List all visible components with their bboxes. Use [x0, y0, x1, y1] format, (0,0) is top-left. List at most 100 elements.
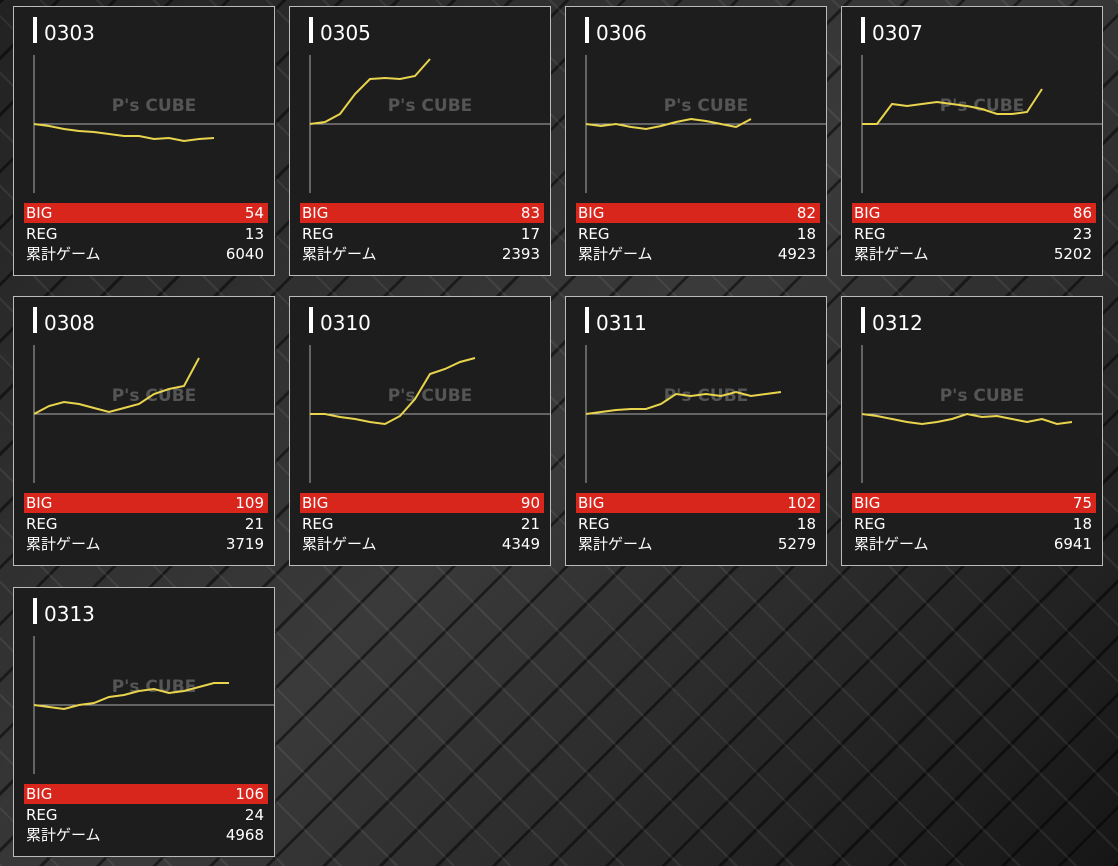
- reg-label: REG: [302, 225, 334, 243]
- reg-row: REG 18: [576, 224, 820, 244]
- graph: P's CUBE: [585, 345, 826, 483]
- graph: P's CUBE: [309, 345, 550, 483]
- watermark: P's CUBE: [112, 386, 197, 406]
- machine-id: 0307: [872, 21, 923, 45]
- graph: P's CUBE: [585, 55, 826, 193]
- machine-card: 0308 P's CUBE BIG 109 REG 21 累計ゲーム 3719: [13, 296, 275, 566]
- data-line: [309, 58, 431, 125]
- reg-value: 18: [796, 515, 816, 533]
- reg-value: 17: [520, 225, 540, 243]
- big-row: BIG 86: [852, 203, 1096, 223]
- title-bar: [309, 307, 313, 333]
- machine-card: 0303 P's CUBE BIG 54 REG 13 累計ゲーム 6040: [13, 6, 275, 276]
- title-bar: [585, 17, 589, 43]
- big-label: BIG: [578, 494, 605, 512]
- big-label: BIG: [854, 494, 881, 512]
- graph: P's CUBE: [33, 55, 274, 193]
- reg-label: REG: [26, 225, 58, 243]
- big-row: BIG 106: [24, 784, 268, 804]
- title-bar: [33, 17, 37, 43]
- games-value: 4968: [225, 826, 264, 844]
- big-label: BIG: [578, 204, 605, 222]
- watermark: P's CUBE: [940, 386, 1025, 406]
- big-value: 90: [520, 494, 540, 512]
- games-row: 累計ゲーム 5202: [852, 244, 1096, 264]
- graph: P's CUBE: [33, 636, 274, 774]
- big-value: 86: [1072, 204, 1092, 222]
- watermark: P's CUBE: [388, 96, 473, 116]
- games-row: 累計ゲーム 3719: [24, 534, 268, 554]
- games-row: 累計ゲーム 5279: [576, 534, 820, 554]
- big-value: 54: [244, 204, 264, 222]
- title-bar: [33, 598, 37, 624]
- reg-row: REG 21: [24, 514, 268, 534]
- games-label: 累計ゲーム: [26, 245, 101, 263]
- data-line: [310, 357, 476, 426]
- data-line: [585, 117, 752, 131]
- graph: P's CUBE: [33, 345, 274, 483]
- games-label: 累計ゲーム: [302, 535, 377, 553]
- reg-row: REG 24: [24, 805, 268, 825]
- reg-value: 21: [520, 515, 540, 533]
- games-label: 累計ゲーム: [854, 535, 929, 553]
- watermark: P's CUBE: [940, 96, 1025, 116]
- watermark: P's CUBE: [388, 386, 473, 406]
- data-line: [862, 88, 1043, 125]
- reg-value: 24: [244, 806, 264, 824]
- games-row: 累計ゲーム 4923: [576, 244, 820, 264]
- big-label: BIG: [26, 494, 53, 512]
- big-value: 102: [787, 494, 816, 512]
- watermark: P's CUBE: [664, 96, 749, 116]
- big-row: BIG 90: [300, 493, 544, 513]
- reg-row: REG 18: [852, 514, 1096, 534]
- games-row: 累計ゲーム 6040: [24, 244, 268, 264]
- reg-label: REG: [578, 515, 610, 533]
- big-row: BIG 83: [300, 203, 544, 223]
- reg-label: REG: [26, 806, 58, 824]
- big-value: 83: [520, 204, 540, 222]
- graph: P's CUBE: [309, 55, 550, 193]
- big-label: BIG: [854, 204, 881, 222]
- games-value: 3719: [225, 535, 264, 553]
- reg-label: REG: [302, 515, 334, 533]
- machine-id: 0311: [596, 311, 647, 335]
- games-label: 累計ゲーム: [578, 245, 653, 263]
- reg-label: REG: [578, 225, 610, 243]
- machine-card: 0312 P's CUBE BIG 75 REG 18 累計ゲーム 6941: [841, 296, 1103, 566]
- reg-label: REG: [854, 515, 886, 533]
- machine-id: 0305: [320, 21, 371, 45]
- big-row: BIG 82: [576, 203, 820, 223]
- data-line: [33, 682, 229, 711]
- games-row: 累計ゲーム 6941: [852, 534, 1096, 554]
- big-value: 106: [235, 785, 264, 803]
- reg-row: REG 18: [576, 514, 820, 534]
- machine-card: 0313 P's CUBE BIG 106 REG 24 累計ゲーム 4968: [13, 587, 275, 857]
- games-value: 2393: [501, 245, 540, 263]
- big-label: BIG: [302, 494, 329, 512]
- games-value: 6040: [225, 245, 264, 263]
- games-value: 5279: [777, 535, 816, 553]
- graph: P's CUBE: [861, 55, 1102, 193]
- machine-card: 0306 P's CUBE BIG 82 REG 18 累計ゲーム 4923: [565, 6, 827, 276]
- machine-id: 0303: [44, 21, 95, 45]
- big-value: 82: [796, 204, 816, 222]
- machine-card: 0311 P's CUBE BIG 102 REG 18 累計ゲーム 5279: [565, 296, 827, 566]
- games-value: 4923: [777, 245, 816, 263]
- reg-row: REG 23: [852, 224, 1096, 244]
- big-row: BIG 54: [24, 203, 268, 223]
- machine-id: 0312: [872, 311, 923, 335]
- machine-card: 0305 P's CUBE BIG 83 REG 17 累計ゲーム 2393: [289, 6, 551, 276]
- big-row: BIG 102: [576, 493, 820, 513]
- big-label: BIG: [302, 204, 329, 222]
- games-label: 累計ゲーム: [302, 245, 377, 263]
- data-line: [861, 412, 1073, 426]
- reg-value: 13: [244, 225, 264, 243]
- games-value: 6941: [1053, 535, 1092, 553]
- watermark: P's CUBE: [664, 386, 749, 406]
- data-line: [33, 357, 200, 415]
- machine-card: 0307 P's CUBE BIG 86 REG 23 累計ゲーム 5202: [841, 6, 1103, 276]
- big-value: 109: [235, 494, 264, 512]
- reg-value: 21: [244, 515, 264, 533]
- big-label: BIG: [26, 785, 53, 803]
